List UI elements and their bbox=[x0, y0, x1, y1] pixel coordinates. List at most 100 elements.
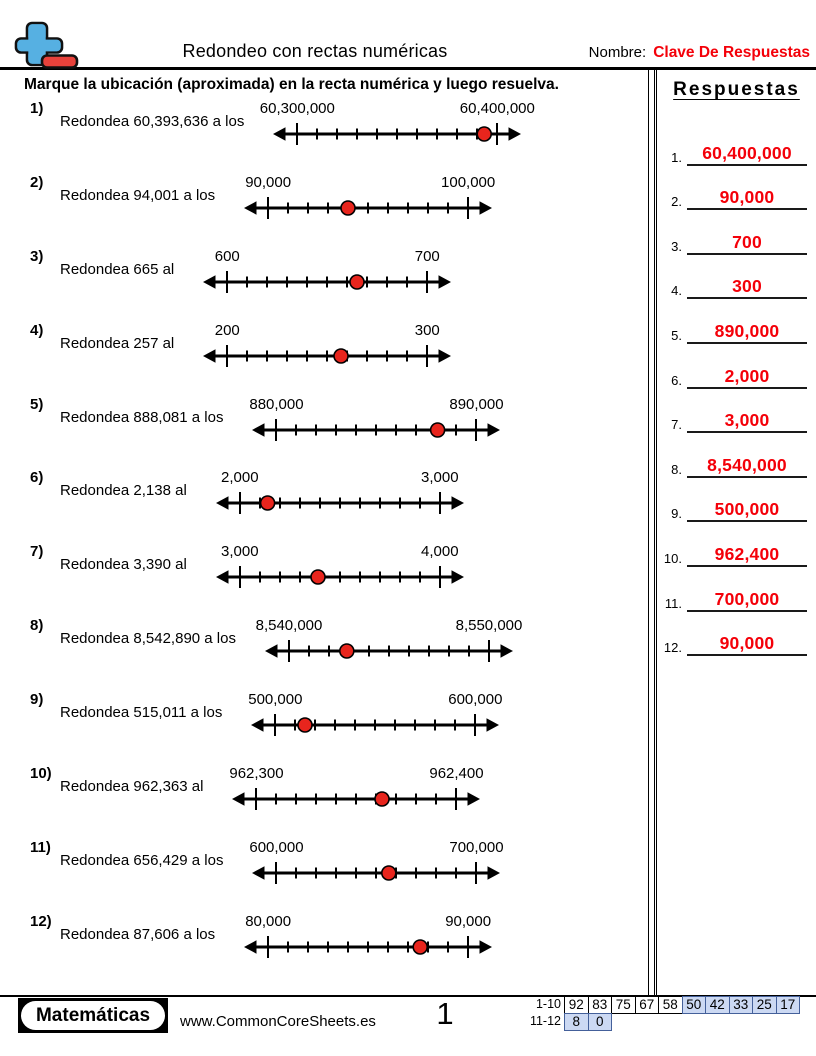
plotted-point bbox=[374, 791, 391, 807]
number-line-left-label: 2,000 bbox=[221, 469, 259, 487]
answer-value: 700,000 bbox=[714, 588, 780, 609]
number-line-left-label: 200 bbox=[214, 321, 240, 339]
problem-number: 9) bbox=[30, 691, 44, 709]
number-line-left-label: 3,000 bbox=[221, 543, 259, 561]
problem-number: 8) bbox=[30, 617, 44, 635]
number-line-graphic bbox=[264, 640, 513, 663]
number-line: 3,000 4,000 bbox=[215, 541, 465, 592]
answer-value: 890,000 bbox=[714, 320, 780, 341]
left-arrow-icon bbox=[215, 496, 229, 511]
answer-blank-line: 90,000 bbox=[687, 633, 807, 657]
plotted-point bbox=[412, 938, 429, 955]
problem-text: Redondea 665 al bbox=[60, 260, 175, 278]
number-line-left-label: 880,000 bbox=[249, 395, 304, 413]
name-label: Nombre: bbox=[588, 44, 647, 61]
answer-row: 2. 90,000 bbox=[657, 166, 816, 211]
left-arrow-icon bbox=[232, 792, 245, 806]
answer-blank-line: 890,000 bbox=[687, 321, 807, 344]
score-cell: 50 bbox=[681, 996, 706, 1014]
answer-list: 1. 60,400,000 2. 90,000 3. 700 4. 300 5.… bbox=[657, 121, 816, 657]
right-arrow-icon bbox=[438, 348, 452, 363]
right-arrow-icon bbox=[451, 570, 464, 585]
left-arrow-icon bbox=[244, 940, 257, 954]
answer-value: 90,000 bbox=[719, 187, 775, 208]
right-arrow-icon bbox=[486, 718, 500, 732]
number-line: 80,000 90,000 bbox=[243, 911, 493, 962]
score-cell: 42 bbox=[705, 996, 730, 1014]
left-arrow-icon bbox=[273, 127, 286, 141]
answer-value: 2,000 bbox=[724, 365, 770, 386]
score-cell: 8 bbox=[564, 1013, 589, 1031]
problem-row: 2) Redondea 94,001 a los 90,000 100,000 bbox=[0, 172, 648, 246]
problem-row: 1) Redondea 60,393,636 a los 60,300,000 … bbox=[0, 98, 648, 172]
answer-blank-line: 60,400,000 bbox=[687, 143, 807, 166]
number-line-graphic bbox=[252, 861, 501, 884]
score-cell: 0 bbox=[587, 1013, 612, 1031]
answer-blank-line: 700 bbox=[687, 232, 807, 255]
number-line: 880,000 890,000 bbox=[249, 394, 504, 445]
problem-number: 12) bbox=[30, 912, 52, 930]
plotted-point bbox=[259, 495, 276, 512]
brand-pill: Matemáticas bbox=[21, 1001, 165, 1030]
name-box: Nombre: Clave De Respuestas bbox=[589, 44, 810, 62]
answers-column: Respuestas 1. 60,400,000 2. 90,000 3. 70… bbox=[654, 70, 816, 996]
problem-number: 4) bbox=[30, 321, 44, 339]
answer-value: 500,000 bbox=[714, 499, 780, 520]
number-line-right-label: 600,000 bbox=[448, 691, 503, 709]
problem-row: 12) Redondea 87,606 a los 80,000 90,000 bbox=[0, 911, 648, 985]
right-arrow-icon bbox=[500, 644, 513, 658]
answer-number: 10. bbox=[663, 550, 682, 566]
left-arrow-icon bbox=[244, 201, 257, 215]
answer-row: 4. 300 bbox=[657, 255, 816, 300]
brand-badge: Matemáticas bbox=[18, 998, 168, 1033]
number-line-left-label: 80,000 bbox=[245, 912, 292, 930]
number-line-graphic bbox=[203, 344, 452, 367]
problem-number: 5) bbox=[30, 395, 44, 413]
problem-text: Redondea 60,393,636 a los bbox=[60, 113, 245, 130]
answer-row: 12. 90,000 bbox=[657, 612, 816, 657]
score-row: 1-10 92 83 75 67 58 50 42 33 25 17 bbox=[525, 996, 800, 1014]
right-arrow-icon bbox=[467, 792, 481, 806]
problem-row: 7) Redondea 3,390 al 3,000 4,000 bbox=[0, 541, 648, 615]
number-line: 8,540,000 8,550,000 bbox=[256, 615, 522, 666]
number-line-graphic bbox=[215, 566, 464, 589]
number-line: 200 300 bbox=[202, 320, 452, 371]
answer-row: 1. 60,400,000 bbox=[657, 121, 816, 166]
number-line-left-label: 90,000 bbox=[245, 173, 292, 191]
number-line-graphic bbox=[203, 270, 452, 293]
number-line-right-label: 962,400 bbox=[429, 765, 484, 783]
plotted-point bbox=[349, 273, 366, 290]
answer-row: 9. 500,000 bbox=[657, 478, 816, 523]
number-line-right-label: 100,000 bbox=[441, 173, 496, 191]
answer-blank-line: 8,540,000 bbox=[687, 455, 807, 478]
main-area: Marque la ubicación (aproximada) en la r… bbox=[0, 70, 816, 996]
right-arrow-icon bbox=[479, 940, 493, 954]
left-arrow-icon bbox=[251, 718, 264, 732]
number-line-graphic bbox=[273, 123, 522, 145]
score-cell: 83 bbox=[587, 996, 612, 1014]
instruction-text: Marque la ubicación (aproximada) en la r… bbox=[24, 76, 559, 93]
answer-row: 8. 8,540,000 bbox=[657, 433, 816, 478]
problem-text: Redondea 656,429 a los bbox=[60, 851, 224, 869]
answer-number: 5. bbox=[671, 327, 682, 343]
answer-number: 9. bbox=[671, 506, 682, 522]
problem-number: 7) bbox=[30, 543, 44, 561]
number-line-left-label: 600 bbox=[214, 247, 240, 265]
right-arrow-icon bbox=[508, 127, 522, 141]
number-line-right-label: 60,400,000 bbox=[459, 100, 535, 117]
score-cell: 25 bbox=[752, 996, 777, 1014]
problem-number: 3) bbox=[30, 247, 44, 265]
problems-column: Marque la ubicación (aproximada) en la r… bbox=[0, 70, 649, 996]
problem-text: Redondea 8,542,890 a los bbox=[60, 630, 236, 648]
score-cell: 75 bbox=[611, 996, 636, 1014]
answer-blank-line: 700,000 bbox=[687, 589, 807, 612]
number-line-graphic bbox=[251, 714, 500, 737]
answer-number: 2. bbox=[671, 194, 682, 210]
number-line-left-label: 500,000 bbox=[248, 691, 303, 709]
right-arrow-icon bbox=[487, 422, 501, 437]
answer-number: 8. bbox=[671, 461, 682, 477]
page-number: 1 bbox=[436, 996, 454, 1031]
score-row-label: 11-12 bbox=[529, 1014, 561, 1028]
number-line-left-label: 600,000 bbox=[249, 838, 304, 856]
